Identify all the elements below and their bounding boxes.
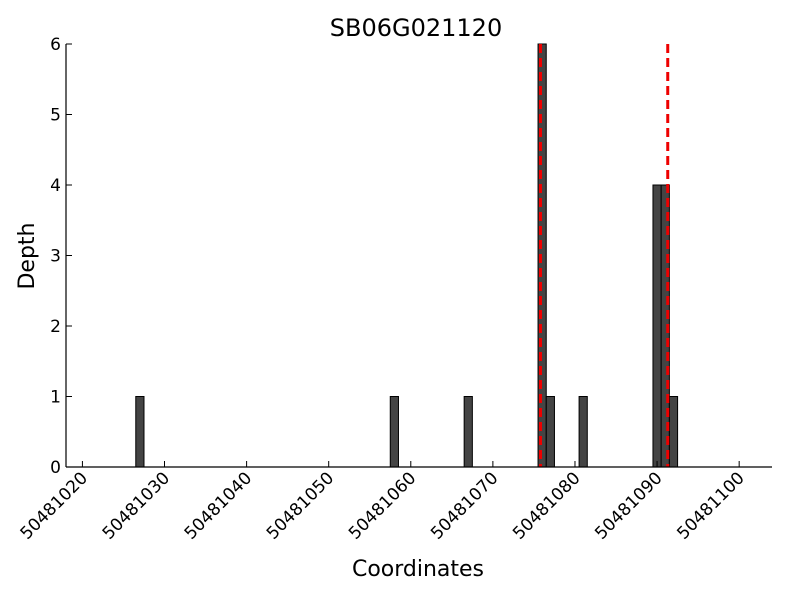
- y-tick-label-3: 3: [50, 247, 61, 267]
- bar-1: [389, 396, 399, 468]
- y-tick-label-2: 2: [50, 317, 61, 337]
- x-axis-label: Coordinates: [352, 557, 484, 582]
- x-tick-label-4: 50481060: [345, 468, 420, 543]
- x-tick-label-0: 50481020: [17, 468, 92, 543]
- bar-5: [578, 396, 588, 468]
- x-tick-label-1: 50481030: [99, 468, 174, 543]
- bar-8: [668, 396, 679, 468]
- y-tick-label-0: 0: [50, 458, 61, 478]
- y-axis-label: Depth: [15, 222, 40, 289]
- y-tick-label-1: 1: [50, 388, 61, 408]
- y-tick-label-4: 4: [50, 176, 61, 196]
- bar-0: [135, 396, 145, 468]
- bar-2: [463, 396, 473, 468]
- x-tick-label-2: 50481040: [181, 468, 256, 543]
- x-tick-label-8: 50481100: [673, 468, 748, 543]
- y-tick-label-6: 6: [50, 35, 61, 55]
- x-tick-label-3: 50481050: [263, 468, 338, 543]
- bar-6: [652, 184, 662, 468]
- x-tick-label-6: 50481080: [509, 468, 584, 543]
- bar-4: [545, 396, 555, 468]
- x-tick-label-5: 50481070: [427, 468, 502, 543]
- chart-title: SB06G021120: [330, 14, 502, 42]
- x-tick-label-7: 50481090: [591, 468, 666, 543]
- y-tick-label-5: 5: [50, 106, 61, 126]
